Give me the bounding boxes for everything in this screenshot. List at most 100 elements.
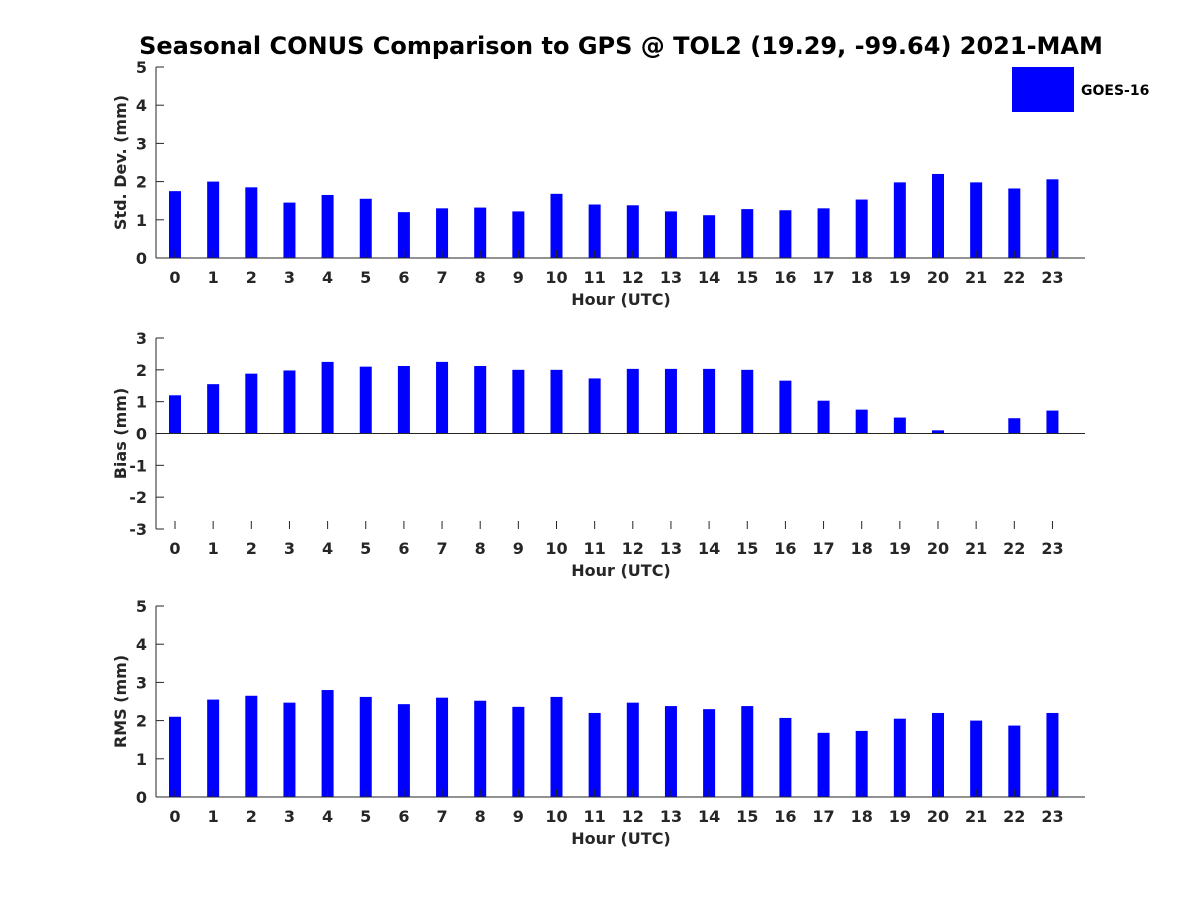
std-dev-bar-20: [932, 173, 944, 258]
std-dev-bar-6: [397, 212, 410, 258]
bias-bar-11: [588, 378, 601, 434]
std-dev-bar-1: [207, 181, 220, 258]
std-dev-y-axis-label: Std. Dev. (mm): [111, 95, 130, 230]
legend-label: GOES-16: [1081, 83, 1149, 99]
legend: GOES-16: [1012, 67, 1149, 112]
rms-bar-21: [970, 720, 983, 797]
rms-x-tick-label: 15: [736, 807, 758, 826]
rms-x-tick-label: 14: [698, 807, 720, 826]
rms-x-tick-label: 0: [169, 807, 180, 826]
bias-bar-19: [893, 417, 906, 434]
std-dev-x-tick-label: 9: [513, 268, 524, 287]
std-dev-bar-5: [359, 198, 372, 258]
rms-y-tick-label: 1: [136, 750, 147, 769]
rms-x-tick-label: 12: [622, 807, 644, 826]
rms-x-tick-label: 19: [889, 807, 911, 826]
bias-x-tick-label: 21: [965, 539, 987, 558]
rms-x-tick-label: 6: [398, 807, 409, 826]
rms-x-tick-label: 13: [660, 807, 682, 826]
bias-bar-23: [1046, 410, 1059, 434]
std-dev-bar-4: [321, 194, 334, 258]
bias-x-tick-label: 9: [513, 539, 524, 558]
bias-x-tick-label: 15: [736, 539, 758, 558]
chart-title: Seasonal CONUS Comparison to GPS @ TOL2 …: [139, 32, 1103, 60]
std-dev-x-tick-label: 16: [774, 268, 796, 287]
std-dev-x-tick-label: 22: [1003, 268, 1025, 287]
std-dev-bar-15: [741, 209, 754, 258]
bias-y-tick-label: 1: [136, 393, 147, 412]
std-dev-bar-17: [817, 208, 830, 258]
std-dev-x-tick-label: 18: [851, 268, 873, 287]
bias-bar-7: [436, 361, 449, 434]
rms-bar-22: [1008, 725, 1021, 797]
bias-bar-15: [741, 369, 754, 434]
rms-x-axis-label: Hour (UTC): [571, 829, 671, 848]
rms-bar-0: [169, 716, 181, 797]
bias-bar-8: [474, 366, 487, 434]
std-dev-bar-9: [512, 211, 525, 258]
bias-x-tick-label: 13: [660, 539, 682, 558]
bias-x-tick-label: 18: [851, 539, 873, 558]
bias-y-tick-label: 0: [136, 425, 147, 444]
bias-bar-2: [245, 373, 258, 434]
bias-bar-22: [1008, 418, 1021, 434]
rms-y-tick-label: 4: [136, 635, 147, 654]
bias-y-tick-label: -3: [129, 520, 147, 539]
rms-bar-13: [664, 706, 677, 797]
bias-x-tick-label: 19: [889, 539, 911, 558]
std-dev-bar-7: [436, 208, 449, 258]
rms-x-tick-label: 1: [208, 807, 219, 826]
rms-bar-11: [588, 712, 601, 797]
rms-y-tick-label: 0: [136, 788, 147, 807]
rms-x-tick-label: 2: [246, 807, 257, 826]
rms-x-tick-label: 16: [774, 807, 796, 826]
rms-bar-2: [245, 695, 258, 797]
bias-x-tick-label: 17: [812, 539, 834, 558]
std-dev-bar-12: [626, 205, 639, 258]
bias-y-tick-label: 2: [136, 361, 147, 380]
std-dev-y-tick-label: 2: [136, 173, 147, 192]
rms-bar-4: [321, 690, 334, 797]
rms-bar-5: [359, 696, 372, 797]
std-dev-x-tick-label: 3: [284, 268, 295, 287]
rms-x-tick-label: 21: [965, 807, 987, 826]
std-dev-x-tick-label: 5: [360, 268, 371, 287]
rms-bar-10: [550, 696, 563, 797]
std-dev-bar-3: [283, 202, 296, 258]
bias-x-tick-label: 16: [774, 539, 796, 558]
bias-bar-4: [321, 361, 334, 434]
std-dev-x-tick-label: 19: [889, 268, 911, 287]
rms-bar-17: [817, 732, 830, 797]
std-dev-x-tick-label: 21: [965, 268, 987, 287]
rms-bar-23: [1046, 712, 1059, 797]
rms-bar-6: [397, 704, 410, 797]
std-dev-y-tick-label: 4: [136, 96, 147, 115]
bias-x-tick-label: 20: [927, 539, 949, 558]
rms-bar-3: [283, 702, 296, 797]
std-dev-x-tick-label: 1: [208, 268, 219, 287]
std-dev-x-tick-label: 12: [622, 268, 644, 287]
rms-x-tick-label: 3: [284, 807, 295, 826]
std-dev-x-tick-label: 10: [545, 268, 567, 287]
std-dev-bar-2: [245, 187, 258, 258]
rms-bar-1: [207, 699, 220, 797]
bias-x-tick-label: 11: [584, 539, 606, 558]
bias-x-tick-label: 2: [246, 539, 257, 558]
std-dev-bar-14: [703, 215, 716, 258]
rms-x-tick-label: 11: [584, 807, 606, 826]
bias-bar-9: [512, 369, 525, 434]
bias-x-tick-label: 14: [698, 539, 720, 558]
rms-x-tick-label: 7: [436, 807, 447, 826]
bias-bar-5: [359, 366, 372, 434]
std-dev-x-tick-label: 11: [584, 268, 606, 287]
bias-x-tick-label: 0: [169, 539, 180, 558]
bias-y-tick-label: -2: [129, 488, 147, 507]
std-dev-bar-23: [1046, 179, 1059, 258]
std-dev-y-tick-label: 1: [136, 211, 147, 230]
rms-x-tick-label: 4: [322, 807, 333, 826]
bias-bar-18: [855, 409, 868, 434]
rms-bar-8: [474, 700, 487, 797]
std-dev-x-tick-label: 7: [436, 268, 447, 287]
bias-x-tick-label: 5: [360, 539, 371, 558]
rms-bar-20: [932, 712, 944, 797]
